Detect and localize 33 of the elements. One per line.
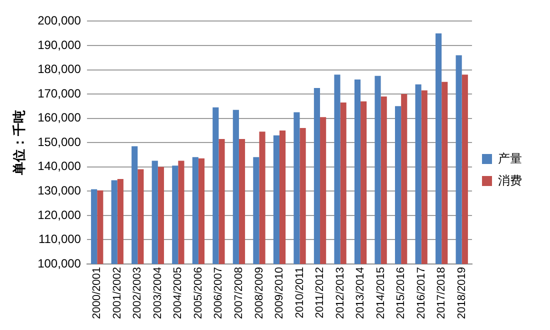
legend-label: 消费 [498, 173, 522, 188]
y-tick-label: 130,000 [38, 183, 82, 198]
x-tick-label: 2016/2017 [415, 267, 428, 319]
x-tick-label: 2011/2012 [314, 267, 326, 318]
x-tick-label: 2018/2019 [456, 267, 468, 319]
y-tick-label: 170,000 [38, 86, 82, 100]
x-tick-label: 2009/2010 [274, 267, 286, 319]
y-tick-label: 140,000 [38, 159, 82, 174]
x-tick-label: 2013/2014 [354, 267, 367, 319]
x-tick-label: 2012/2013 [334, 267, 346, 319]
x-tick-label: 2010/2011 [294, 267, 306, 318]
x-tick-label: 2005/2006 [192, 267, 204, 319]
x-tick-label: 2008/2009 [253, 267, 266, 319]
y-tick-label: 180,000 [38, 62, 82, 76]
x-tick-label: 2003/2004 [152, 267, 164, 319]
x-tick-label: 2015/2016 [395, 267, 408, 319]
x-tick-label: 2001/2002 [111, 267, 124, 319]
x-tick-label: 2002/2003 [132, 267, 144, 319]
x-tick-label: 2004/2005 [172, 267, 184, 319]
legend-label: 产量 [498, 151, 522, 166]
y-tick-label: 200,000 [38, 14, 82, 28]
x-tick-label: 2006/2007 [212, 267, 225, 319]
y-tick-label: 150,000 [38, 134, 82, 149]
x-tick-label: 2007/2008 [232, 267, 245, 319]
y-tick-label: 120,000 [38, 208, 82, 222]
y-tick-label: 190,000 [38, 38, 82, 52]
x-tick-label: 2000/2001 [91, 267, 104, 319]
x-tick-label: 2017/2018 [436, 267, 448, 319]
y-tick-label: 110,000 [38, 232, 82, 246]
y-tick-label: 100,000 [38, 256, 82, 270]
x-tick-label: 2014/2015 [374, 267, 387, 319]
y-axis-title: 单位：千吨 [11, 110, 26, 176]
y-tick-label: 160,000 [38, 110, 82, 125]
